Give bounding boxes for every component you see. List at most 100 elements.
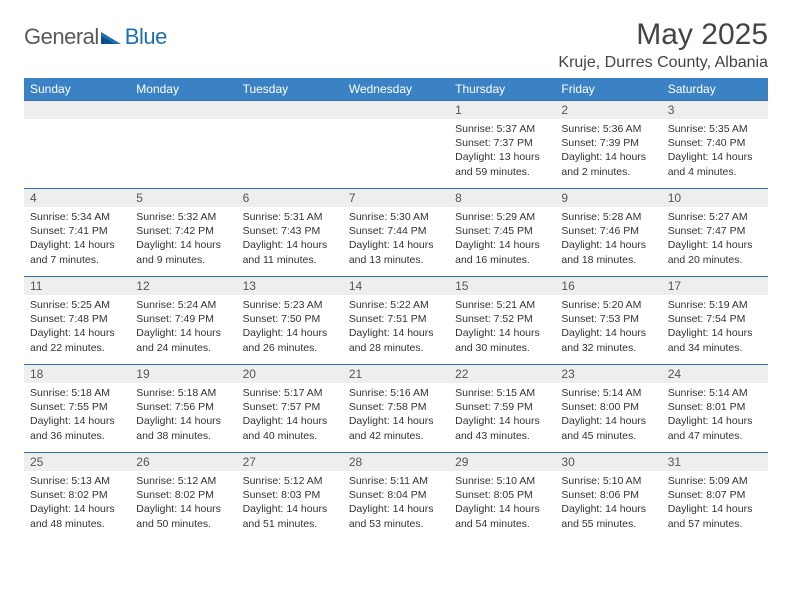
- calendar-day-cell: 28Sunrise: 5:11 AMSunset: 8:04 PMDayligh…: [343, 453, 449, 541]
- day-details: [130, 119, 236, 128]
- day-details: Sunrise: 5:29 AMSunset: 7:45 PMDaylight:…: [449, 207, 555, 273]
- day-details: Sunrise: 5:24 AMSunset: 7:49 PMDaylight:…: [130, 295, 236, 361]
- day-details: Sunrise: 5:21 AMSunset: 7:52 PMDaylight:…: [449, 295, 555, 361]
- day-number: 27: [237, 453, 343, 471]
- day-details: Sunrise: 5:11 AMSunset: 8:04 PMDaylight:…: [343, 471, 449, 537]
- calendar-day-cell: [130, 101, 236, 189]
- day-details: Sunrise: 5:37 AMSunset: 7:37 PMDaylight:…: [449, 119, 555, 185]
- calendar-day-cell: 17Sunrise: 5:19 AMSunset: 7:54 PMDayligh…: [662, 277, 768, 365]
- day-details: Sunrise: 5:16 AMSunset: 7:58 PMDaylight:…: [343, 383, 449, 449]
- day-number: 20: [237, 365, 343, 383]
- day-number: 9: [555, 189, 661, 207]
- day-number: [24, 101, 130, 119]
- day-number: 31: [662, 453, 768, 471]
- day-number: 6: [237, 189, 343, 207]
- calendar-day-cell: 6Sunrise: 5:31 AMSunset: 7:43 PMDaylight…: [237, 189, 343, 277]
- day-details: Sunrise: 5:18 AMSunset: 7:56 PMDaylight:…: [130, 383, 236, 449]
- calendar-day-cell: 23Sunrise: 5:14 AMSunset: 8:00 PMDayligh…: [555, 365, 661, 453]
- day-number: 22: [449, 365, 555, 383]
- day-details: Sunrise: 5:10 AMSunset: 8:06 PMDaylight:…: [555, 471, 661, 537]
- weekday-header: Wednesday: [343, 78, 449, 101]
- day-details: Sunrise: 5:30 AMSunset: 7:44 PMDaylight:…: [343, 207, 449, 273]
- brand-logo: General Blue: [24, 18, 167, 50]
- day-details: Sunrise: 5:13 AMSunset: 8:02 PMDaylight:…: [24, 471, 130, 537]
- calendar-week-row: 18Sunrise: 5:18 AMSunset: 7:55 PMDayligh…: [24, 365, 768, 453]
- day-number: 11: [24, 277, 130, 295]
- calendar-day-cell: 15Sunrise: 5:21 AMSunset: 7:52 PMDayligh…: [449, 277, 555, 365]
- day-number: 4: [24, 189, 130, 207]
- day-number: 30: [555, 453, 661, 471]
- calendar-day-cell: 16Sunrise: 5:20 AMSunset: 7:53 PMDayligh…: [555, 277, 661, 365]
- day-details: Sunrise: 5:14 AMSunset: 8:00 PMDaylight:…: [555, 383, 661, 449]
- location-subtitle: Kruje, Durres County, Albania: [558, 54, 768, 72]
- day-number: 29: [449, 453, 555, 471]
- day-number: 28: [343, 453, 449, 471]
- calendar-day-cell: 30Sunrise: 5:10 AMSunset: 8:06 PMDayligh…: [555, 453, 661, 541]
- day-number: 13: [237, 277, 343, 295]
- calendar-day-cell: 24Sunrise: 5:14 AMSunset: 8:01 PMDayligh…: [662, 365, 768, 453]
- day-details: Sunrise: 5:10 AMSunset: 8:05 PMDaylight:…: [449, 471, 555, 537]
- day-number: 3: [662, 101, 768, 119]
- day-details: [24, 119, 130, 128]
- weekday-header: Thursday: [449, 78, 555, 101]
- day-number: [130, 101, 236, 119]
- calendar-day-cell: [237, 101, 343, 189]
- day-number: 8: [449, 189, 555, 207]
- day-number: 23: [555, 365, 661, 383]
- day-details: [343, 119, 449, 128]
- calendar-day-cell: 26Sunrise: 5:12 AMSunset: 8:02 PMDayligh…: [130, 453, 236, 541]
- day-details: Sunrise: 5:23 AMSunset: 7:50 PMDaylight:…: [237, 295, 343, 361]
- day-details: [237, 119, 343, 128]
- calendar-day-cell: 25Sunrise: 5:13 AMSunset: 8:02 PMDayligh…: [24, 453, 130, 541]
- day-number: 24: [662, 365, 768, 383]
- calendar-week-row: 11Sunrise: 5:25 AMSunset: 7:48 PMDayligh…: [24, 277, 768, 365]
- day-number: [237, 101, 343, 119]
- day-number: [343, 101, 449, 119]
- day-number: 21: [343, 365, 449, 383]
- calendar-day-cell: 20Sunrise: 5:17 AMSunset: 7:57 PMDayligh…: [237, 365, 343, 453]
- brand-word2: Blue: [125, 27, 167, 47]
- calendar-table: Sunday Monday Tuesday Wednesday Thursday…: [24, 78, 768, 541]
- calendar-day-cell: 29Sunrise: 5:10 AMSunset: 8:05 PMDayligh…: [449, 453, 555, 541]
- day-number: 15: [449, 277, 555, 295]
- calendar-day-cell: 13Sunrise: 5:23 AMSunset: 7:50 PMDayligh…: [237, 277, 343, 365]
- calendar-day-cell: 3Sunrise: 5:35 AMSunset: 7:40 PMDaylight…: [662, 101, 768, 189]
- calendar-day-cell: 7Sunrise: 5:30 AMSunset: 7:44 PMDaylight…: [343, 189, 449, 277]
- day-details: Sunrise: 5:14 AMSunset: 8:01 PMDaylight:…: [662, 383, 768, 449]
- day-number: 10: [662, 189, 768, 207]
- day-number: 12: [130, 277, 236, 295]
- calendar-day-cell: [24, 101, 130, 189]
- weekday-header: Sunday: [24, 78, 130, 101]
- day-details: Sunrise: 5:36 AMSunset: 7:39 PMDaylight:…: [555, 119, 661, 185]
- calendar-week-row: 1Sunrise: 5:37 AMSunset: 7:37 PMDaylight…: [24, 101, 768, 189]
- calendar-day-cell: 22Sunrise: 5:15 AMSunset: 7:59 PMDayligh…: [449, 365, 555, 453]
- brand-word1: General: [24, 24, 99, 50]
- weekday-header-row: Sunday Monday Tuesday Wednesday Thursday…: [24, 78, 768, 101]
- calendar-week-row: 25Sunrise: 5:13 AMSunset: 8:02 PMDayligh…: [24, 453, 768, 541]
- day-details: Sunrise: 5:32 AMSunset: 7:42 PMDaylight:…: [130, 207, 236, 273]
- day-details: Sunrise: 5:15 AMSunset: 7:59 PMDaylight:…: [449, 383, 555, 449]
- calendar-day-cell: 31Sunrise: 5:09 AMSunset: 8:07 PMDayligh…: [662, 453, 768, 541]
- day-details: Sunrise: 5:09 AMSunset: 8:07 PMDaylight:…: [662, 471, 768, 537]
- day-number: 1: [449, 101, 555, 119]
- day-details: Sunrise: 5:19 AMSunset: 7:54 PMDaylight:…: [662, 295, 768, 361]
- calendar-day-cell: 12Sunrise: 5:24 AMSunset: 7:49 PMDayligh…: [130, 277, 236, 365]
- day-number: 2: [555, 101, 661, 119]
- day-details: Sunrise: 5:25 AMSunset: 7:48 PMDaylight:…: [24, 295, 130, 361]
- calendar-day-cell: 8Sunrise: 5:29 AMSunset: 7:45 PMDaylight…: [449, 189, 555, 277]
- calendar-day-cell: 27Sunrise: 5:12 AMSunset: 8:03 PMDayligh…: [237, 453, 343, 541]
- page-title: May 2025: [558, 18, 768, 52]
- day-details: Sunrise: 5:34 AMSunset: 7:41 PMDaylight:…: [24, 207, 130, 273]
- day-number: 26: [130, 453, 236, 471]
- day-details: Sunrise: 5:18 AMSunset: 7:55 PMDaylight:…: [24, 383, 130, 449]
- calendar-day-cell: 19Sunrise: 5:18 AMSunset: 7:56 PMDayligh…: [130, 365, 236, 453]
- header: General Blue May 2025 Kruje, Durres Coun…: [24, 18, 768, 72]
- day-details: Sunrise: 5:28 AMSunset: 7:46 PMDaylight:…: [555, 207, 661, 273]
- day-number: 5: [130, 189, 236, 207]
- day-number: 17: [662, 277, 768, 295]
- calendar-day-cell: 18Sunrise: 5:18 AMSunset: 7:55 PMDayligh…: [24, 365, 130, 453]
- day-details: Sunrise: 5:12 AMSunset: 8:03 PMDaylight:…: [237, 471, 343, 537]
- calendar-week-row: 4Sunrise: 5:34 AMSunset: 7:41 PMDaylight…: [24, 189, 768, 277]
- weekday-header: Friday: [555, 78, 661, 101]
- day-details: Sunrise: 5:12 AMSunset: 8:02 PMDaylight:…: [130, 471, 236, 537]
